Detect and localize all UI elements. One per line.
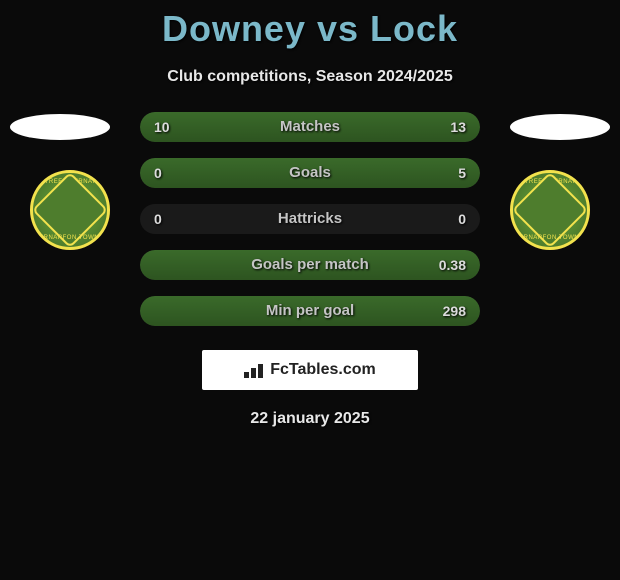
subtitle: Club competitions, Season 2024/2025 xyxy=(0,68,620,86)
stat-row: Min per goal298 xyxy=(140,296,480,326)
stat-row: Goals per match0.38 xyxy=(140,250,480,280)
left-player-oval xyxy=(10,114,110,140)
bar-chart-icon xyxy=(244,362,264,378)
stats-bars: Matches1013Goals05Hattricks00Goals per m… xyxy=(140,112,480,326)
stat-value-right: 0 xyxy=(458,204,466,234)
stat-label: Matches xyxy=(140,112,480,142)
badge-text-bottom: CAERNARFON TOWN FC xyxy=(510,235,590,241)
left-club-badge: CPD TREF CAERNARFON CAERNARFON TOWN FC xyxy=(30,170,110,250)
comparison-card: Downey vs Lock Club competitions, Season… xyxy=(0,0,620,580)
stat-value-left: 0 xyxy=(154,204,162,234)
stat-label: Goals per match xyxy=(140,250,480,280)
date-label: 22 january 2025 xyxy=(0,410,620,428)
brand-text: FcTables.com xyxy=(270,361,376,379)
stat-value-right: 13 xyxy=(450,112,466,142)
stat-value-right: 0.38 xyxy=(439,250,466,280)
stat-label: Hattricks xyxy=(140,204,480,234)
right-club-badge: CPD TREF CAERNARFON CAERNARFON TOWN FC xyxy=(510,170,590,250)
page-title: Downey vs Lock xyxy=(0,0,620,50)
stat-value-right: 5 xyxy=(458,158,466,188)
brand-box: FcTables.com xyxy=(202,350,418,390)
right-player-oval xyxy=(510,114,610,140)
compare-zone: CPD TREF CAERNARFON CAERNARFON TOWN FC C… xyxy=(0,112,620,326)
stat-label: Min per goal xyxy=(140,296,480,326)
stat-row: Hattricks0 0 xyxy=(140,204,480,234)
badge-text-bottom: CAERNARFON TOWN FC xyxy=(30,235,110,241)
stat-value-left: 10 xyxy=(154,112,170,142)
stat-value-right: 298 xyxy=(443,296,466,326)
stat-label: Goals xyxy=(140,158,480,188)
stat-row: Goals0 5 xyxy=(140,158,480,188)
stat-row: Matches10 13 xyxy=(140,112,480,142)
stat-value-left: 0 xyxy=(154,158,162,188)
